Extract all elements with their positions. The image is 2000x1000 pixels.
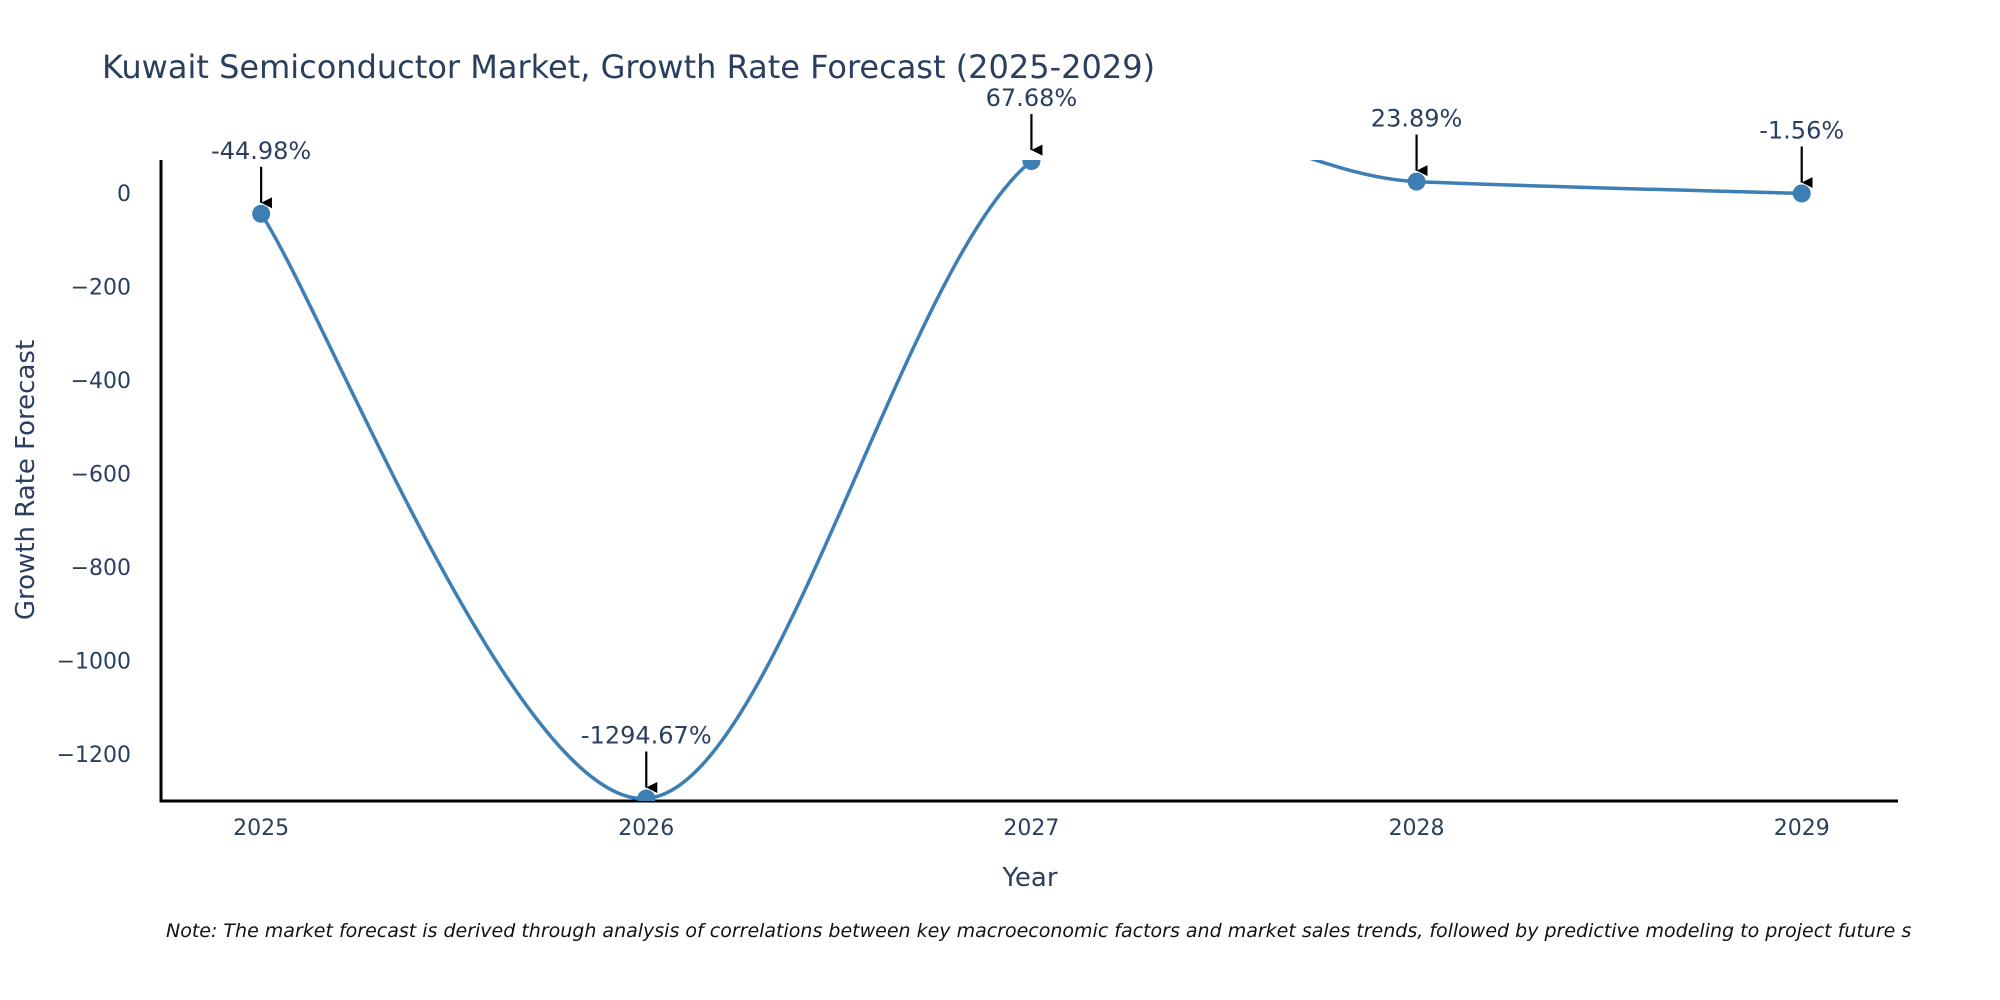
annotation-label: 23.89%	[1371, 105, 1463, 133]
annotation-label: -44.98%	[211, 137, 311, 165]
x-tick-label: 2028	[1389, 816, 1445, 841]
annotation-label: 67.68%	[986, 84, 1078, 112]
annotation: -1294.67%	[581, 722, 712, 794]
x-tick-label: 2025	[233, 816, 289, 841]
series-line	[259, 160, 1802, 801]
y-tick-label: −200	[71, 275, 131, 300]
annotation: -44.98%	[211, 137, 311, 209]
data-point-marker	[1792, 184, 1811, 203]
series-markers	[252, 160, 1811, 801]
annotation-label: -1294.67%	[581, 722, 712, 750]
y-tick-label: −1000	[57, 650, 131, 675]
y-tick-label: 0	[117, 182, 131, 207]
annotation: -1.56%	[1759, 116, 1844, 188]
annotation: 23.89%	[1371, 105, 1463, 177]
data-point-marker	[252, 204, 271, 223]
y-tick-label: −1200	[57, 743, 131, 768]
annotation: 67.68%	[986, 84, 1078, 156]
x-tick-label: 2026	[618, 816, 674, 841]
y-axis-ticks: 0 −200 −400 −600 −800 −1000 −1200	[57, 182, 131, 768]
x-tick-label: 2027	[1003, 816, 1059, 841]
annotation-label: -1.56%	[1759, 116, 1844, 144]
y-axis-title: Growth Rate Forecast	[11, 340, 41, 620]
x-tick-label: 2029	[1774, 816, 1830, 841]
x-axis-title: Year	[1001, 863, 1057, 893]
chart-title: Kuwait Semiconductor Market, Growth Rate…	[102, 48, 1155, 86]
data-point-marker	[637, 789, 656, 801]
y-tick-label: −400	[71, 369, 131, 394]
y-tick-label: −800	[71, 556, 131, 581]
data-point-marker	[1022, 160, 1041, 171]
footnote: Note: The market forecast is derived thr…	[166, 920, 1912, 942]
x-axis-ticks: 2025 2026 2027 2028 2029	[233, 816, 1830, 841]
data-annotations: -44.98% -1294.67% 67.68% 23.89% -1.56%	[211, 84, 1844, 794]
data-point-marker	[1407, 172, 1426, 191]
y-tick-label: −600	[71, 462, 131, 487]
